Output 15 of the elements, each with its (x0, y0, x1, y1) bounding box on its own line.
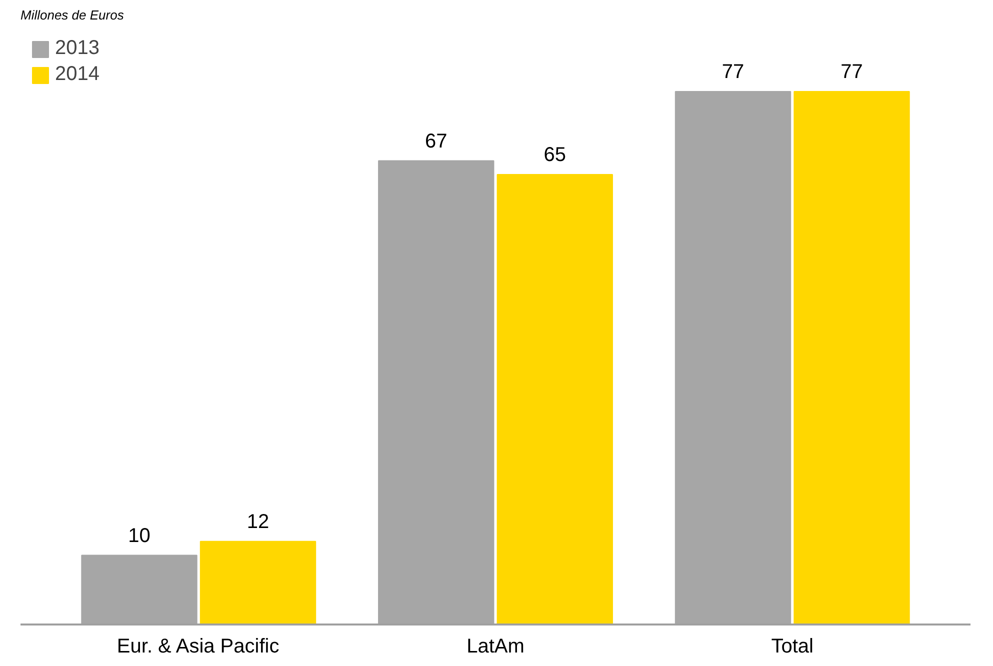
bar (200, 540, 316, 624)
legend-label: 2014 (55, 63, 100, 86)
x-tick-label: LatAm (466, 636, 524, 658)
data-label: 10 (128, 524, 150, 547)
chart-title: Millones de Euros (20, 8, 124, 22)
data-label: 12 (246, 511, 270, 534)
data-label: 77 (722, 61, 744, 84)
bar (794, 90, 910, 624)
data-label: 67 (425, 130, 448, 152)
data-label: 65 (544, 144, 566, 166)
legend-label: 2013 (55, 37, 100, 60)
x-tick-label: Total (771, 636, 814, 658)
data-label: 77 (840, 61, 863, 84)
bar (496, 174, 613, 624)
x-tick-label: Eur. & Asia Pacific (116, 636, 280, 658)
